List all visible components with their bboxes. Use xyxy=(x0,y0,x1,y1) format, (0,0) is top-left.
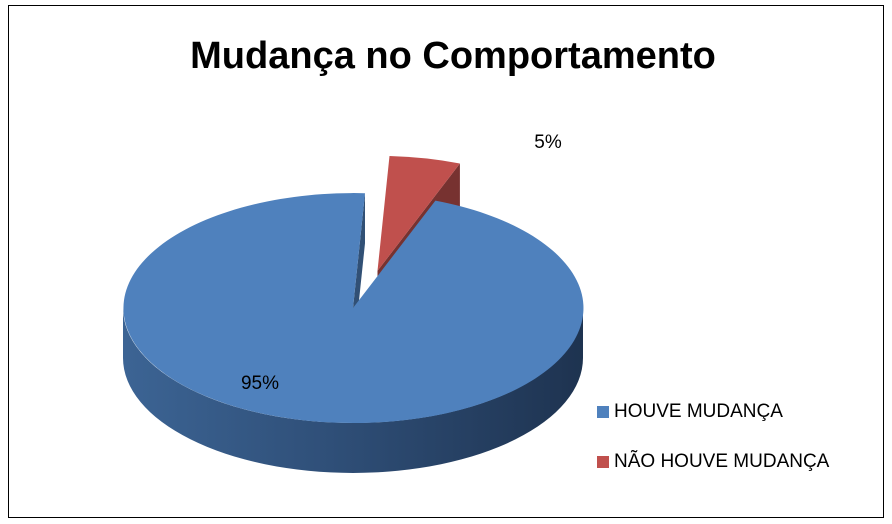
legend-swatch xyxy=(597,406,609,418)
slice-wall xyxy=(123,308,583,473)
pie xyxy=(123,156,584,473)
chart-title: Mudança no Comportamento xyxy=(190,35,716,77)
legend-label: HOUVE MUDANÇA xyxy=(614,401,783,422)
slice xyxy=(377,156,460,271)
data-label: 5% xyxy=(534,132,562,153)
legend-swatch xyxy=(597,456,609,468)
data-label: 95% xyxy=(241,373,279,394)
legend-label: NÃO HOUVE MUDANÇA xyxy=(614,450,830,472)
slice xyxy=(123,193,584,424)
